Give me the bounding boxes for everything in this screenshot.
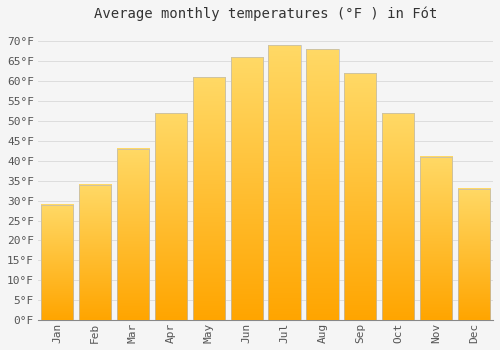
Bar: [41, 205, 73, 320]
Bar: [154, 113, 187, 320]
Bar: [192, 77, 225, 320]
Bar: [382, 113, 414, 320]
Bar: [230, 57, 262, 320]
Bar: [268, 46, 300, 320]
Bar: [458, 189, 490, 320]
Bar: [79, 185, 111, 320]
Bar: [268, 46, 300, 320]
Title: Average monthly temperatures (°F ) in Fót: Average monthly temperatures (°F ) in Fó…: [94, 7, 438, 21]
Bar: [344, 74, 376, 320]
Bar: [306, 49, 338, 320]
Bar: [79, 185, 111, 320]
Bar: [458, 189, 490, 320]
Bar: [117, 149, 149, 320]
Bar: [41, 205, 73, 320]
Bar: [420, 157, 452, 320]
Bar: [192, 77, 225, 320]
Bar: [117, 149, 149, 320]
Bar: [230, 57, 262, 320]
Bar: [420, 157, 452, 320]
Bar: [382, 113, 414, 320]
Bar: [344, 74, 376, 320]
Bar: [154, 113, 187, 320]
Bar: [306, 49, 338, 320]
